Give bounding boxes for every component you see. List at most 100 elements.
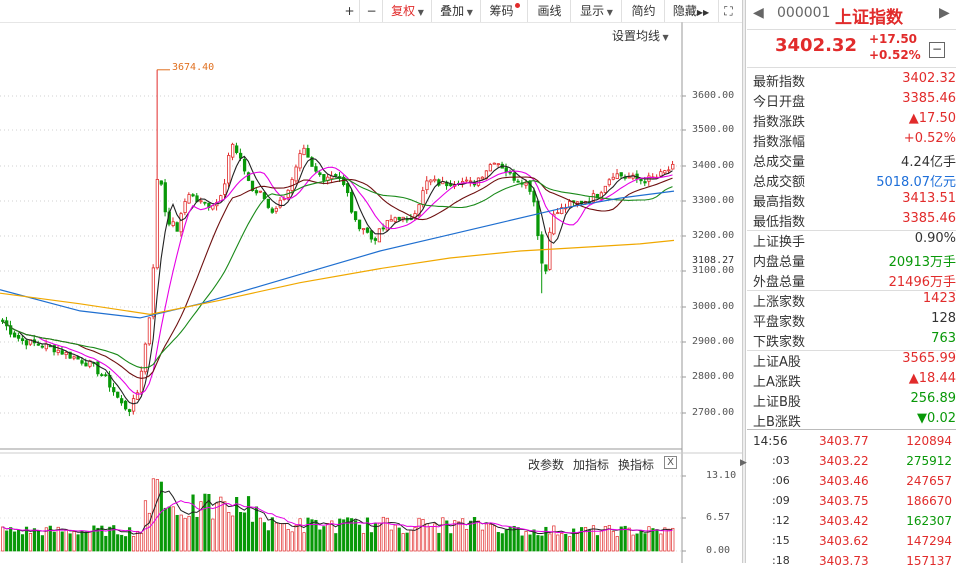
collapse-arrow-icon[interactable]: ▶ xyxy=(740,458,747,468)
volume-bar xyxy=(208,494,210,551)
volume-bar xyxy=(549,534,551,551)
stat-label: 上证B股 xyxy=(753,391,801,410)
volume-bar xyxy=(620,527,622,551)
candle-body xyxy=(275,208,277,211)
volume-bar xyxy=(430,526,432,551)
volume-bar xyxy=(17,530,19,551)
stat-value: 0.90% xyxy=(915,231,956,246)
chouma-button[interactable]: 筹码 xyxy=(482,0,528,22)
stat-label: 最高指数 xyxy=(753,191,805,210)
xianshi-label: 显示 xyxy=(580,4,604,18)
candle-body xyxy=(394,218,396,222)
candle-body xyxy=(668,170,670,171)
tick-price: 3403.22 xyxy=(819,454,869,468)
stat-label: 外盘总量 xyxy=(753,271,805,290)
volume-bar xyxy=(41,536,43,551)
volume-bar xyxy=(438,533,440,551)
candle-body xyxy=(21,339,23,341)
tick-time: :15 xyxy=(772,534,790,547)
candle-body xyxy=(25,341,27,345)
candle-body xyxy=(160,181,162,184)
current-price: 3402.32 xyxy=(775,35,857,56)
volume-bar xyxy=(557,535,559,551)
volume-bar xyxy=(69,534,71,551)
volume-bar xyxy=(120,535,122,551)
candle-body xyxy=(184,201,186,212)
volume-bar xyxy=(426,524,428,551)
close-indicator-button[interactable]: X xyxy=(664,456,677,469)
y-axis-tick-label: 2700.00 xyxy=(692,407,734,418)
volume-bar xyxy=(9,528,11,551)
volume-bar xyxy=(279,524,281,551)
volume-bar xyxy=(116,535,118,551)
candle-body xyxy=(81,361,83,364)
diejia-dropdown[interactable]: 叠加 ▼ xyxy=(433,0,481,22)
huaxian-button[interactable]: 画线 xyxy=(529,0,571,22)
candle-body xyxy=(350,192,352,212)
volume-bar xyxy=(73,532,75,551)
volume-bar xyxy=(224,502,226,551)
divider xyxy=(747,29,956,30)
candle-body xyxy=(382,228,384,229)
candle-body xyxy=(41,346,43,347)
volume-bar xyxy=(668,529,670,551)
stat-value: 3402.32 xyxy=(902,71,956,86)
expand-icon[interactable]: ⛶ xyxy=(718,0,738,22)
zoom-in-button[interactable]: + xyxy=(340,0,360,22)
volume-bar xyxy=(77,535,79,551)
candle-body xyxy=(128,410,130,412)
volume-axis-tick-label: 0.00 xyxy=(706,545,730,556)
stat-label: 上B涨跌 xyxy=(753,411,801,430)
fuquan-label: 复权 xyxy=(391,4,415,18)
stat-label: 最新指数 xyxy=(753,71,805,90)
price-change-pct: +0.52% xyxy=(869,48,921,62)
switch-indicator-button[interactable]: 换指标 xyxy=(618,456,654,473)
candle-body xyxy=(517,181,519,182)
xianshi-dropdown[interactable]: 显示 ▼ xyxy=(572,0,622,22)
next-stock-icon[interactable]: ▶ xyxy=(939,5,950,21)
candle-body xyxy=(65,352,67,354)
stat-value: 3565.99 xyxy=(902,351,956,366)
chart-toolbar: + − 复权 ▼ 叠加 ▼ 筹码 画线 显示 ▼ 简约 隐藏▶▶ ⛶ xyxy=(0,0,742,22)
yincang-button[interactable]: 隐藏▶▶ xyxy=(666,0,716,22)
ma-settings-label: 设置均线 xyxy=(612,29,660,43)
prev-stock-icon[interactable]: ◀ xyxy=(753,5,764,21)
candle-body xyxy=(120,399,122,403)
tick-price: 3403.62 xyxy=(819,534,869,548)
ma-settings-dropdown[interactable]: 设置均线 ▼ xyxy=(612,27,669,44)
candle-body xyxy=(180,214,182,232)
jianyue-button[interactable]: 简约 xyxy=(623,0,665,22)
volume-bar xyxy=(521,536,523,551)
caret-down-icon: ▼ xyxy=(415,8,424,17)
volume-bar xyxy=(481,530,483,551)
volume-bar xyxy=(529,535,531,551)
change-params-button[interactable]: 改参数 xyxy=(528,456,564,473)
volume-bar xyxy=(473,517,475,551)
candle-body xyxy=(374,239,376,241)
volume-bar xyxy=(192,495,194,551)
fuquan-dropdown[interactable]: 复权 ▼ xyxy=(384,0,432,22)
volume-bar xyxy=(124,537,126,551)
zoom-out-button[interactable]: − xyxy=(361,0,383,22)
minimize-button[interactable]: − xyxy=(929,42,945,58)
add-indicator-button[interactable]: 加指标 xyxy=(573,456,609,473)
tick-volume: 186670 xyxy=(906,494,952,508)
stat-label: 下跌家数 xyxy=(753,331,805,350)
volume-bar xyxy=(319,530,321,551)
stat-row: 最新指数 3402.32 xyxy=(747,70,956,90)
stat-row: 上B涨跌▼0.02 xyxy=(747,410,956,430)
volume-bar xyxy=(354,521,356,551)
candle-body xyxy=(537,201,539,235)
candle-body xyxy=(672,164,674,169)
kline-chart[interactable] xyxy=(0,22,742,563)
volume-bar xyxy=(180,515,182,551)
y-axis-tick-label: 3300.00 xyxy=(692,195,734,206)
tick-time: 14:56 xyxy=(753,434,788,448)
panel-splitter[interactable] xyxy=(742,0,746,563)
